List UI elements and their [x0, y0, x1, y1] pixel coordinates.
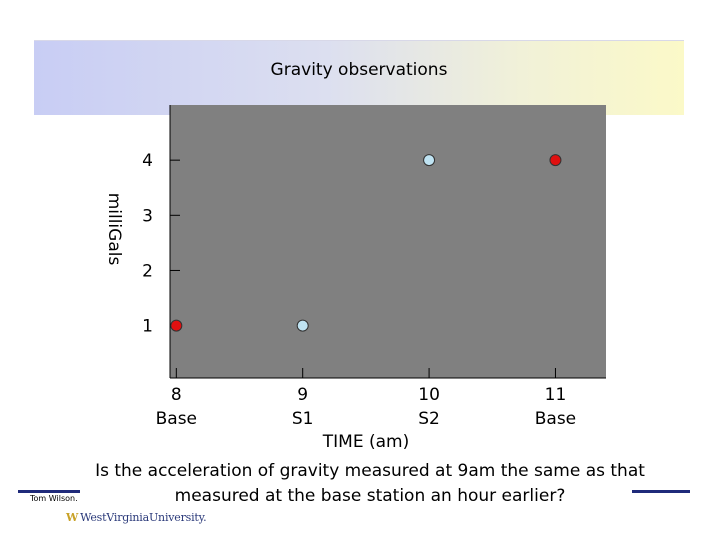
logo-mark-icon: W — [66, 511, 79, 524]
x-tick-sublabel: S2 — [418, 409, 440, 429]
plot-area — [170, 105, 606, 378]
x-axis-label: TIME (am) — [322, 432, 409, 452]
y-tick-label: 4 — [142, 151, 153, 171]
x-tick-sublabel: S1 — [292, 409, 314, 429]
data-point — [296, 319, 309, 332]
x-tick-label: 9 — [297, 385, 308, 405]
y-axis-label: milliGals — [104, 193, 124, 266]
data-point — [170, 319, 183, 332]
x-tick-label: 11 — [545, 385, 567, 405]
x-tick-sublabel: Base — [156, 409, 197, 429]
x-ticks: 8 Base 9 S1 10 S2 11 Base — [156, 368, 576, 429]
question-text: Is the acceleration of gravity measured … — [95, 461, 645, 506]
x-tick-label: 10 — [418, 385, 440, 405]
y-tick-label: 3 — [142, 206, 153, 226]
data-points — [170, 154, 562, 332]
footer-rule-left — [18, 490, 80, 493]
x-tick-label: 8 — [171, 385, 182, 405]
footer-rule-right — [632, 490, 690, 493]
title-band: Gravity observations — [34, 40, 684, 115]
data-point — [423, 154, 436, 167]
y-tick-label: 1 — [142, 317, 153, 337]
logo-text: WestVirginiaUniversity. — [80, 511, 207, 524]
y-tick-label: 2 — [142, 261, 153, 281]
university-logo: W WestVirginiaUniversity. — [66, 511, 207, 524]
chart-title: Gravity observations — [270, 60, 448, 80]
x-tick-sublabel: Base — [535, 409, 576, 429]
author-credit: Tom Wilson. — [30, 494, 78, 503]
data-point — [549, 154, 562, 167]
